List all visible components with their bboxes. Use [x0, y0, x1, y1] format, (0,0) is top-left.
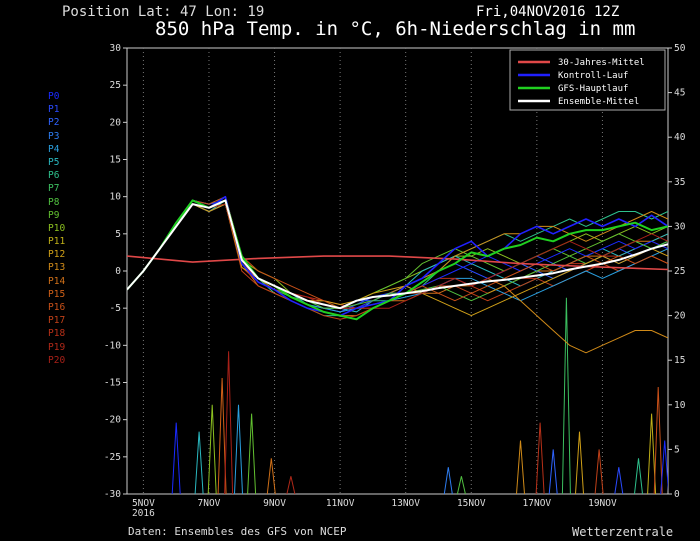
y-right-tick-label: 10	[674, 400, 686, 411]
precip-spike	[561, 297, 571, 494]
position-label: Position Lat: 47 Lon: 19	[62, 4, 265, 20]
precip-spike	[594, 449, 604, 494]
legend-label: Kontroll-Lauf	[558, 71, 628, 81]
precip-spike	[247, 413, 257, 494]
y-left-tick-label: -20	[104, 415, 121, 426]
chart-title: 850 hPa Temp. in °C, 6h-Niederschlag in …	[155, 18, 636, 40]
member-label: P5	[48, 156, 60, 168]
x-tick-label: 17NOV	[523, 498, 552, 509]
precip-spike	[647, 413, 657, 494]
precip-spike	[614, 467, 624, 494]
y-right-tick-label: 40	[674, 132, 686, 143]
precip-spike	[207, 404, 217, 494]
x-tick-label: 11NOV	[326, 498, 355, 509]
y-left-tick-label: 10	[110, 192, 122, 203]
y-left-tick-label: 0	[115, 266, 121, 277]
y-right-tick-label: 20	[674, 311, 686, 322]
y-right-tick-label: 50	[674, 43, 686, 54]
member-label: P2	[48, 117, 60, 129]
precip-spike	[634, 458, 643, 494]
member-label: P20	[48, 354, 66, 366]
member-label: P18	[48, 328, 66, 340]
precip-spike	[535, 422, 545, 494]
precip-spike	[575, 431, 584, 494]
member-run-line	[127, 203, 668, 309]
member-label: P8	[48, 196, 60, 208]
precip-spike	[194, 431, 204, 494]
y-left-tick-label: 25	[110, 80, 121, 91]
ensemble-mean-line	[127, 199, 668, 310]
member-label: P17	[48, 315, 66, 327]
member-label: P15	[48, 288, 66, 300]
plot-frame	[126, 47, 669, 495]
y-left-tick-label: -30	[104, 489, 121, 500]
y-left-tick-label: 30	[110, 43, 122, 54]
y-left-tick-label: 15	[110, 155, 121, 166]
precip-spike	[548, 449, 558, 494]
x-tick-label: 19NOV	[588, 498, 617, 509]
x-tick-label: 13NOV	[391, 498, 420, 509]
member-label: P3	[48, 130, 60, 142]
y-right-tick-label: 15	[674, 355, 685, 366]
member-label: P9	[48, 209, 60, 221]
precip-spike	[217, 377, 227, 494]
precip-spike	[286, 476, 296, 494]
precip-spike	[171, 422, 181, 494]
member-label: P16	[48, 302, 66, 313]
x-tick-label: 9NOV	[263, 498, 286, 509]
y-right-tick-label: 45	[674, 88, 685, 99]
member-label: P14	[48, 275, 66, 287]
y-left-tick-label: -5	[110, 303, 121, 314]
y-left-tick-label: -25	[104, 452, 121, 463]
member-label: P10	[48, 222, 66, 234]
x-sub-label: 2016	[132, 508, 155, 519]
y-right-tick-label: 25	[674, 266, 685, 277]
member-label: P12	[48, 249, 66, 261]
member-label: P19	[48, 341, 66, 353]
member-label: P7	[48, 183, 60, 195]
precip-spike	[456, 476, 466, 494]
outlier-run-line	[487, 285, 668, 354]
footer-source: Daten: Ensembles des GFS von NCEP	[128, 525, 347, 538]
legend-label: 30-Jahres-Mittel	[558, 58, 645, 68]
member-label: P1	[48, 104, 60, 116]
y-right-tick-label: 5	[674, 444, 680, 455]
precip-spike	[266, 458, 276, 494]
member-label: P0	[48, 91, 60, 102]
precip-spike	[516, 440, 525, 494]
y-left-tick-label: 5	[115, 229, 121, 240]
member-label: P4	[48, 143, 60, 155]
member-label: P13	[48, 262, 66, 274]
x-tick-label: 15NOV	[457, 498, 486, 509]
y-left-tick-label: 20	[110, 117, 122, 128]
y-right-tick-label: 0	[674, 489, 680, 500]
footer-brand: Wetterzentrale	[572, 525, 674, 539]
x-tick-label: 5NOV	[132, 498, 155, 509]
precip-spike	[443, 467, 453, 494]
member-label: P11	[48, 236, 66, 248]
y-right-tick-label: 35	[674, 177, 685, 188]
member-list: P0 P1 P2 P3 P4 P5 P6 P7 P8 P9 P10 P11 P12 P13 P14 P15 P1…	[48, 90, 65, 367]
precip-spike	[234, 404, 243, 494]
y-right-tick-label: 30	[674, 221, 686, 232]
member-label: P6	[48, 170, 60, 182]
y-left-tick-label: -10	[104, 340, 121, 351]
precip-spike	[660, 440, 668, 494]
legend-label: GFS-Hauptlauf	[558, 84, 628, 94]
plot-area	[127, 195, 668, 494]
legend-label: Ensemble-Mittel	[558, 97, 639, 107]
y-left-tick-label: -15	[104, 378, 121, 389]
precip-spike	[224, 351, 234, 494]
climate-mean-line	[127, 255, 668, 271]
control-run-line	[127, 195, 668, 317]
run-date: Fri,04NOV2016 12Z	[476, 4, 620, 20]
precip-spike	[653, 386, 663, 494]
x-tick-label: 7NOV	[198, 498, 221, 509]
